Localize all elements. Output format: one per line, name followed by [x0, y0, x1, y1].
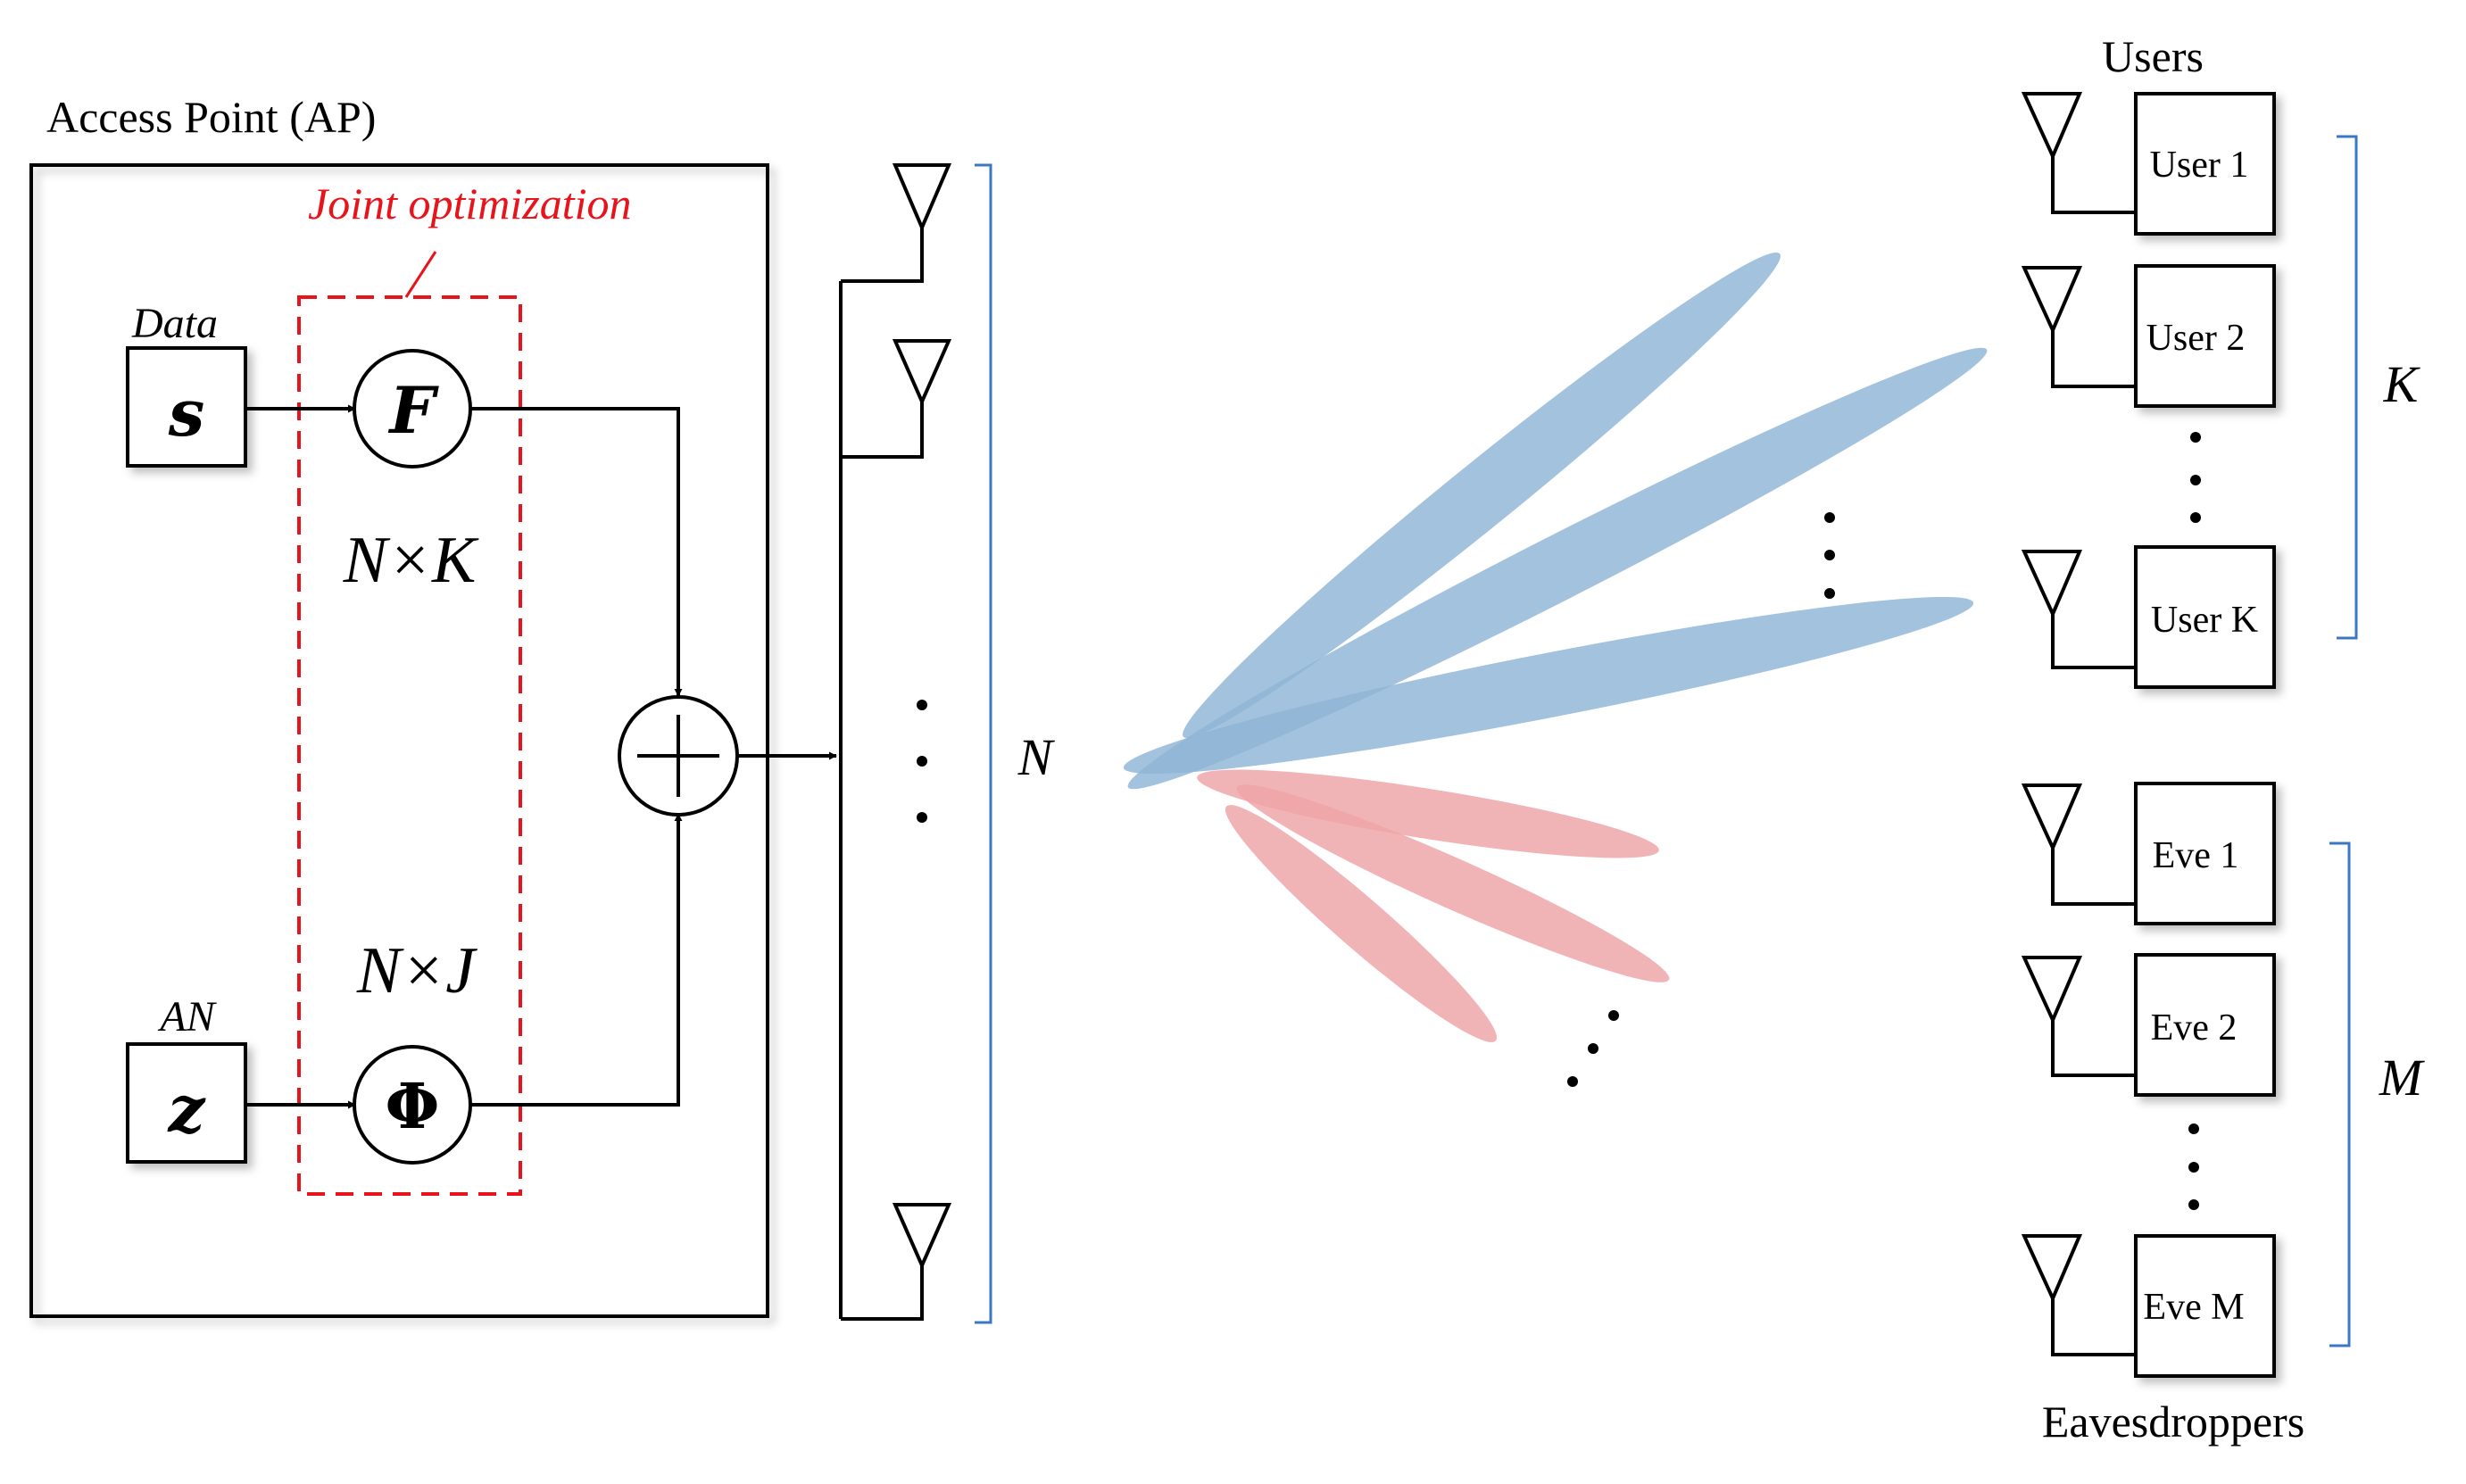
user-beam	[1183, 252, 1781, 739]
eve-1-box	[2134, 782, 2276, 925]
eves-bracket	[2329, 841, 2351, 1347]
antenna-icon	[2021, 1234, 2083, 1303]
eavesdroppers-title: Eavesdroppers	[2042, 1397, 2304, 1447]
joint-optimization-label: Joint optimization	[308, 178, 632, 228]
antenna-icon	[2021, 266, 2083, 335]
eve-2-box	[2134, 953, 2276, 1097]
line-f-to-sum	[470, 407, 683, 697]
user-k-terminal: User K	[2021, 545, 2276, 689]
line-phi-to-sum	[470, 813, 683, 1107]
antenna-array	[839, 163, 952, 1321]
joint-optimization-box	[297, 295, 522, 1196]
an-z-box	[126, 1042, 247, 1164]
eves-count-m-label: M	[2379, 1049, 2425, 1107]
user-2-terminal: User 2	[2021, 264, 2276, 408]
eve-beam	[1225, 805, 1498, 1042]
antenna-icon	[892, 1203, 952, 1270]
user-beam	[1127, 347, 1988, 790]
array-bracket	[975, 163, 992, 1324]
eve-beam	[1236, 784, 1670, 982]
data-s-symbol: s	[168, 375, 205, 451]
eve-m-box	[2134, 1234, 2276, 1378]
an-label: AN	[157, 993, 217, 1040]
antenna-icon	[2021, 956, 2083, 1024]
precoder-f-symbol: F	[387, 372, 439, 448]
data-s-box	[126, 346, 247, 468]
users-bracket	[2337, 135, 2358, 640]
eve-1-terminal: Eve 1	[2021, 782, 2276, 925]
antenna-icon	[892, 339, 952, 406]
nk-dimension-label: N×K	[343, 524, 479, 597]
user-1-box	[2134, 92, 2276, 236]
user-beam-ellipsis	[1824, 512, 1835, 599]
an-z-symbol: z	[167, 1071, 207, 1147]
antenna-icon	[2021, 550, 2083, 618]
user-2-label: User 2	[2146, 318, 2246, 359]
eve-1-label: Eve 1	[2153, 835, 2239, 876]
ap-title: Access Point (AP)	[46, 92, 376, 142]
eve-beam	[1197, 769, 1659, 858]
array-ellipsis	[917, 700, 927, 823]
eve-2-terminal: Eve 2	[2021, 953, 2276, 1097]
antenna-icon	[2021, 783, 2083, 852]
user-beam	[1123, 596, 1974, 775]
an-precoder-phi-symbol: Φ	[386, 1069, 440, 1143]
user-1-label: User 1	[2150, 145, 2249, 186]
user-k-box	[2134, 545, 2276, 689]
antenna-icon	[2021, 92, 2083, 161]
user-1-terminal: User 1	[2021, 92, 2276, 236]
eve-m-label: Eve M	[2143, 1287, 2244, 1328]
eves-ellipsis	[2188, 1123, 2199, 1210]
eve-beams	[1197, 769, 1670, 1042]
users-count-k-label: K	[2383, 355, 2421, 413]
users-title: Users	[2102, 31, 2204, 81]
users-ellipsis	[2190, 432, 2201, 523]
user-2-box	[2134, 264, 2276, 408]
user-k-label: User K	[2151, 600, 2258, 641]
ap-box	[29, 163, 769, 1318]
antenna-icon	[892, 163, 952, 233]
nj-dimension-label: N×J	[356, 934, 477, 1007]
joint-pointer-line	[404, 251, 437, 298]
user-beams	[1123, 252, 1988, 790]
array-size-n-label: N	[1017, 728, 1056, 786]
eve-beam-ellipsis	[1567, 1010, 1619, 1087]
eve-m-terminal: Eve M	[2021, 1234, 2276, 1378]
eve-2-label: Eve 2	[2151, 1007, 2238, 1049]
data-label: Data	[131, 300, 218, 347]
